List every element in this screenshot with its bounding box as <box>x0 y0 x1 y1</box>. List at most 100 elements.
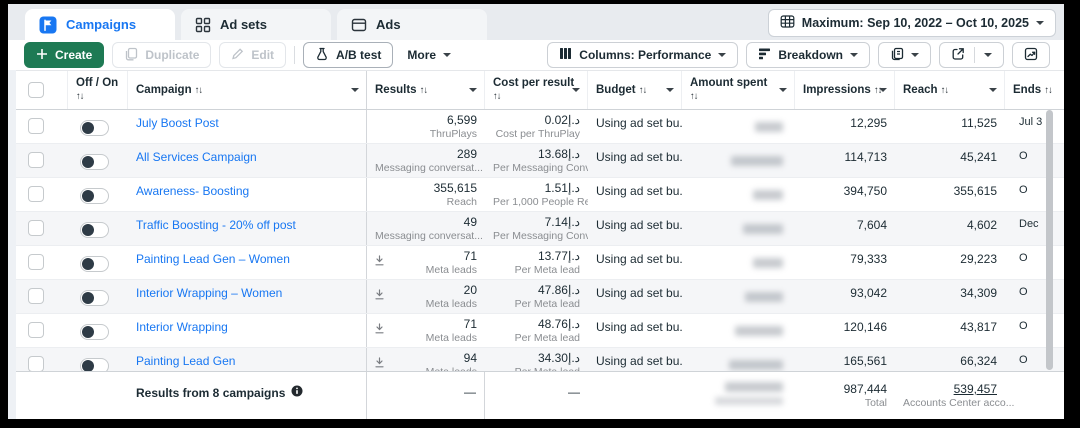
campaign-toggle[interactable] <box>80 290 109 306</box>
campaign-link[interactable]: Awareness- Boosting <box>136 184 250 198</box>
campaign-link[interactable]: Traffic Boosting - 20% off post <box>136 218 296 232</box>
duplicate-button[interactable]: Duplicate <box>112 42 212 68</box>
edit-button[interactable]: Edit <box>219 42 287 68</box>
cost-value: 34.30د.إ <box>537 351 580 365</box>
campaign-link[interactable]: Interior Wrapping <box>136 320 228 334</box>
campaign-link[interactable]: Interior Wrapping – Women <box>136 286 283 300</box>
total-spent-redacted <box>725 382 783 392</box>
reports-button[interactable] <box>878 42 931 68</box>
campaign-toggle[interactable] <box>80 256 109 272</box>
campaign-link[interactable]: All Services Campaign <box>136 150 257 164</box>
cost-value: 47.86د.إ <box>537 283 580 297</box>
header-results[interactable]: Results ↑↓ <box>367 71 485 109</box>
sort-icon: ↑↓ <box>638 84 647 96</box>
header-cost-per-result[interactable]: Cost per result ↑↓ <box>485 71 588 109</box>
chevron-down-icon[interactable] <box>469 88 477 92</box>
reach-total[interactable]: 539,457 <box>953 382 997 396</box>
download-icon[interactable] <box>374 287 385 305</box>
header-reach[interactable]: Reach ↑↓ <box>895 71 1005 109</box>
download-icon[interactable] <box>374 355 385 371</box>
ends-value: O <box>1019 320 1028 332</box>
reach-value: 45,241 <box>960 150 997 164</box>
row-checkbox[interactable] <box>28 152 44 168</box>
campaign-toggle[interactable] <box>80 120 109 136</box>
chevron-down-icon <box>850 53 858 57</box>
amount-spent-redacted <box>755 122 783 132</box>
header-ends-label: Ends <box>1013 83 1042 96</box>
total-spent-label-redacted <box>715 397 783 405</box>
row-checkbox[interactable] <box>28 288 44 304</box>
chevron-down-icon <box>911 53 919 57</box>
row-checkbox[interactable] <box>28 118 44 134</box>
chevron-down-icon[interactable] <box>779 88 787 92</box>
header-amount-spent[interactable]: Amount spent ↑↓ <box>682 71 795 109</box>
impressions-value: 7,604 <box>856 218 887 232</box>
sort-icon: ↑↓ <box>419 84 428 96</box>
toggle-knob <box>82 292 94 304</box>
columns-button[interactable]: Columns: Performance <box>547 42 739 68</box>
cost-label: Per Meta lead <box>514 298 580 310</box>
header-impressions[interactable]: Impressions ↑↓ <box>795 71 895 109</box>
cost-value: 0.02د.إ <box>544 113 580 127</box>
date-range-selector[interactable]: Maximum: Sep 10, 2022 – Oct 10, 2025 <box>767 9 1056 37</box>
row-checkbox[interactable] <box>28 186 44 202</box>
create-button[interactable]: Create <box>24 42 105 68</box>
campaign-toggle[interactable] <box>80 324 109 340</box>
toggle-knob <box>82 360 94 371</box>
row-checkbox[interactable] <box>28 220 44 236</box>
toolbar-divider <box>294 46 296 64</box>
budget-value: Using ad set bu... <box>596 320 682 334</box>
campaign-link[interactable]: Painting Lead Gen <box>136 354 236 368</box>
tab-campaigns[interactable]: Campaigns <box>25 9 175 40</box>
chevron-down-icon[interactable] <box>989 88 997 92</box>
view-charts-button[interactable] <box>1012 42 1050 68</box>
campaign-link[interactable]: Painting Lead Gen – Women <box>136 252 290 266</box>
more-button[interactable]: More <box>401 42 458 68</box>
breakdown-button-label: Breakdown <box>778 48 843 62</box>
row-checkbox[interactable] <box>28 254 44 270</box>
results-label: Meta leads <box>375 366 477 371</box>
impressions-value: 12,295 <box>850 116 887 130</box>
tab-ads[interactable]: Ads <box>337 9 487 40</box>
header-off-on-label: Off / On <box>76 77 119 89</box>
info-icon[interactable] <box>291 385 303 400</box>
campaign-toggle[interactable] <box>80 188 109 204</box>
campaign-link[interactable]: July Boost Post <box>136 116 219 130</box>
breakdown-button[interactable]: Breakdown <box>746 42 870 68</box>
budget-value: Using ad set bu... <box>596 252 682 266</box>
select-all-checkbox[interactable] <box>28 82 44 98</box>
header-ends[interactable]: Ends ↑↓ <box>1005 71 1064 109</box>
vertical-scrollbar[interactable] <box>1046 110 1053 370</box>
table-body: July Boost Post 6,599 ThruPlays 0.02د.إ Co… <box>8 110 1064 371</box>
calendar-icon <box>780 14 795 32</box>
campaign-toggle[interactable] <box>80 154 109 170</box>
cost-label: Per 1,000 People Rea... <box>493 196 588 208</box>
tab-ad-sets[interactable]: Ad sets <box>181 9 331 40</box>
chevron-down-icon[interactable] <box>879 88 887 92</box>
header-off-on[interactable]: Off / On ↑↓ <box>68 71 128 109</box>
impressions-total-label: Total <box>864 397 887 409</box>
chevron-down-icon[interactable] <box>572 88 580 92</box>
footer-summary: Results from 8 campaigns <box>136 385 286 400</box>
reach-value: 355,615 <box>953 184 997 198</box>
amount-spent-redacted <box>735 326 783 336</box>
download-icon[interactable] <box>374 253 385 271</box>
campaign-toggle[interactable] <box>80 358 109 371</box>
row-checkbox[interactable] <box>28 322 44 338</box>
chevron-down-icon[interactable] <box>984 53 992 57</box>
header-campaign[interactable]: Campaign ↑↓ <box>128 71 367 109</box>
table-row: Painting Lead Gen – Women 71 Meta leads 1… <box>8 246 1064 280</box>
table-footer: Results from 8 campaigns — — 987,444 Tota… <box>8 371 1064 419</box>
header-budget[interactable]: Budget ↑↓ <box>588 71 682 109</box>
export-button[interactable] <box>939 42 1004 68</box>
ab-test-button[interactable]: A/B test <box>303 42 394 68</box>
budget-value: Using ad set bu... <box>596 184 682 198</box>
download-icon[interactable] <box>374 321 385 339</box>
cost-label: Per Meta lead <box>514 332 580 344</box>
chevron-down-icon[interactable] <box>351 88 359 92</box>
chevron-down-icon[interactable] <box>666 88 674 92</box>
row-checkbox[interactable] <box>28 356 44 371</box>
results-value: 20 <box>463 283 477 297</box>
campaign-toggle[interactable] <box>80 222 109 238</box>
sort-icon: ↑↓ <box>690 91 699 102</box>
